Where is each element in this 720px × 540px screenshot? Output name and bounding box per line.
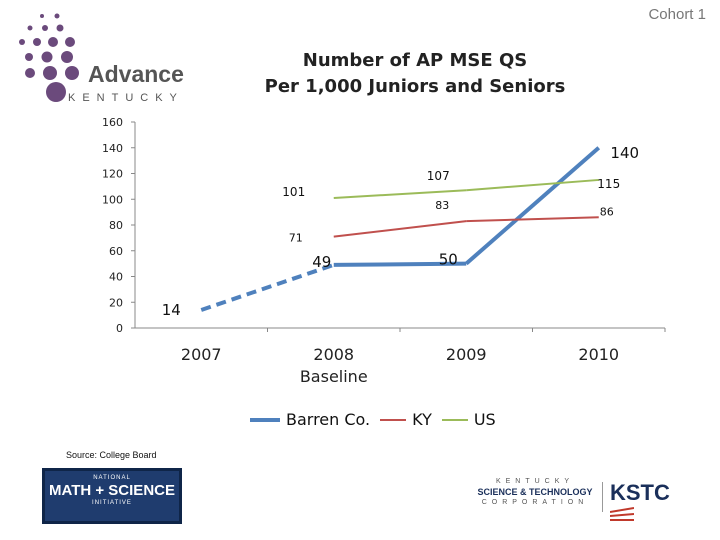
data-label: 140: [610, 144, 639, 162]
kstc-logo-line1: KENTUCKY: [495, 478, 575, 485]
chart-title-block: Number of AP MSE QS Per 1,000 Juniors an…: [215, 48, 615, 100]
nmsi-logo-top: NATIONAL: [93, 475, 131, 481]
legend-item: Barren Co.: [250, 410, 370, 429]
series-segment-us: [333, 189, 467, 199]
x-tick-label: 2007: [181, 345, 222, 364]
data-label: 49: [312, 253, 331, 271]
y-tick-label: 120: [102, 168, 123, 181]
y-tick-label: 0: [116, 322, 123, 335]
x-tick-label: 2010: [578, 345, 619, 364]
y-tick-label: 100: [102, 193, 123, 206]
legend-item: KY: [380, 410, 432, 429]
chart-title: Number of AP MSE QS: [302, 50, 528, 71]
kstc-logo-text: KENTUCKY SCIENCE & TECHNOLOGY CORPORATIO…: [470, 478, 600, 506]
data-label: 86: [600, 205, 614, 218]
nmsi-logo: NATIONAL MATH + SCIENCE INITIATIVE: [42, 468, 182, 524]
x-tick-sublabel: Baseline: [300, 367, 368, 386]
data-label: 115: [597, 177, 620, 191]
series-segment-barren-co-: [333, 261, 467, 267]
x-tick-label: 2008: [313, 345, 354, 364]
chart-legend: Barren Co. KY US: [250, 410, 496, 429]
legend-label: Barren Co.: [286, 410, 371, 429]
legend-swatch: [380, 418, 407, 421]
legend-swatch: [441, 418, 468, 421]
legend-label: US: [473, 410, 496, 429]
data-label: 101: [282, 185, 305, 199]
series-segment-ky: [333, 220, 467, 238]
kstc-logo-abbr: KSTC: [609, 480, 690, 532]
data-label: 107: [427, 169, 450, 183]
logo-line1: Advance: [88, 61, 184, 87]
series-segment-barren-co-: [200, 263, 335, 312]
legend-swatch: [250, 417, 280, 422]
chart-subtitle: Per 1,000 Juniors and Seniors: [264, 76, 566, 97]
y-tick-label: 20: [109, 296, 123, 309]
cohort-label: Cohort 1: [648, 6, 706, 23]
y-tick-label: 160: [102, 116, 123, 129]
kstc-logo-line3: CORPORATION: [481, 499, 589, 506]
kstc-logo-abbr-text: KSTC: [610, 480, 670, 505]
legend-item: US: [441, 410, 496, 429]
kstc-logo-line2: SCIENCE & TECHNOLOGY: [477, 487, 593, 497]
data-label: 71: [289, 232, 303, 245]
y-tick-label: 80: [109, 219, 123, 232]
logo-line2: KENTUCKY: [68, 92, 184, 104]
series-segment-ky: [466, 216, 599, 223]
legend-label: KY: [412, 410, 432, 429]
data-label: 83: [435, 199, 449, 212]
nmsi-logo-bot: INITIATIVE: [92, 500, 132, 506]
logo-dots-icon: [19, 13, 79, 102]
line-chart: 0 20 40 60 80 100 120 140 160 2007 2008 Baseline 200…: [102, 116, 666, 386]
source-note: Source: College Board: [66, 450, 157, 460]
y-tick-label: 40: [109, 271, 123, 284]
series-segment-us: [466, 178, 599, 192]
kstc-swoosh-icon: [609, 507, 635, 521]
data-label: 50: [439, 251, 458, 269]
data-label: 14: [162, 301, 181, 319]
series-segment-barren-co-: [464, 146, 601, 266]
kstc-logo-divider: [602, 482, 603, 512]
y-tick-label: 60: [109, 245, 123, 258]
x-tick-label: 2009: [446, 345, 487, 364]
y-tick-label: 140: [102, 142, 123, 155]
nmsi-logo-mid: MATH + SCIENCE: [49, 482, 175, 499]
advance-kentucky-logo: Advance KENTUCKY: [19, 13, 184, 104]
kstc-logo: KENTUCKY SCIENCE & TECHNOLOGY CORPORATIO…: [470, 478, 690, 521]
